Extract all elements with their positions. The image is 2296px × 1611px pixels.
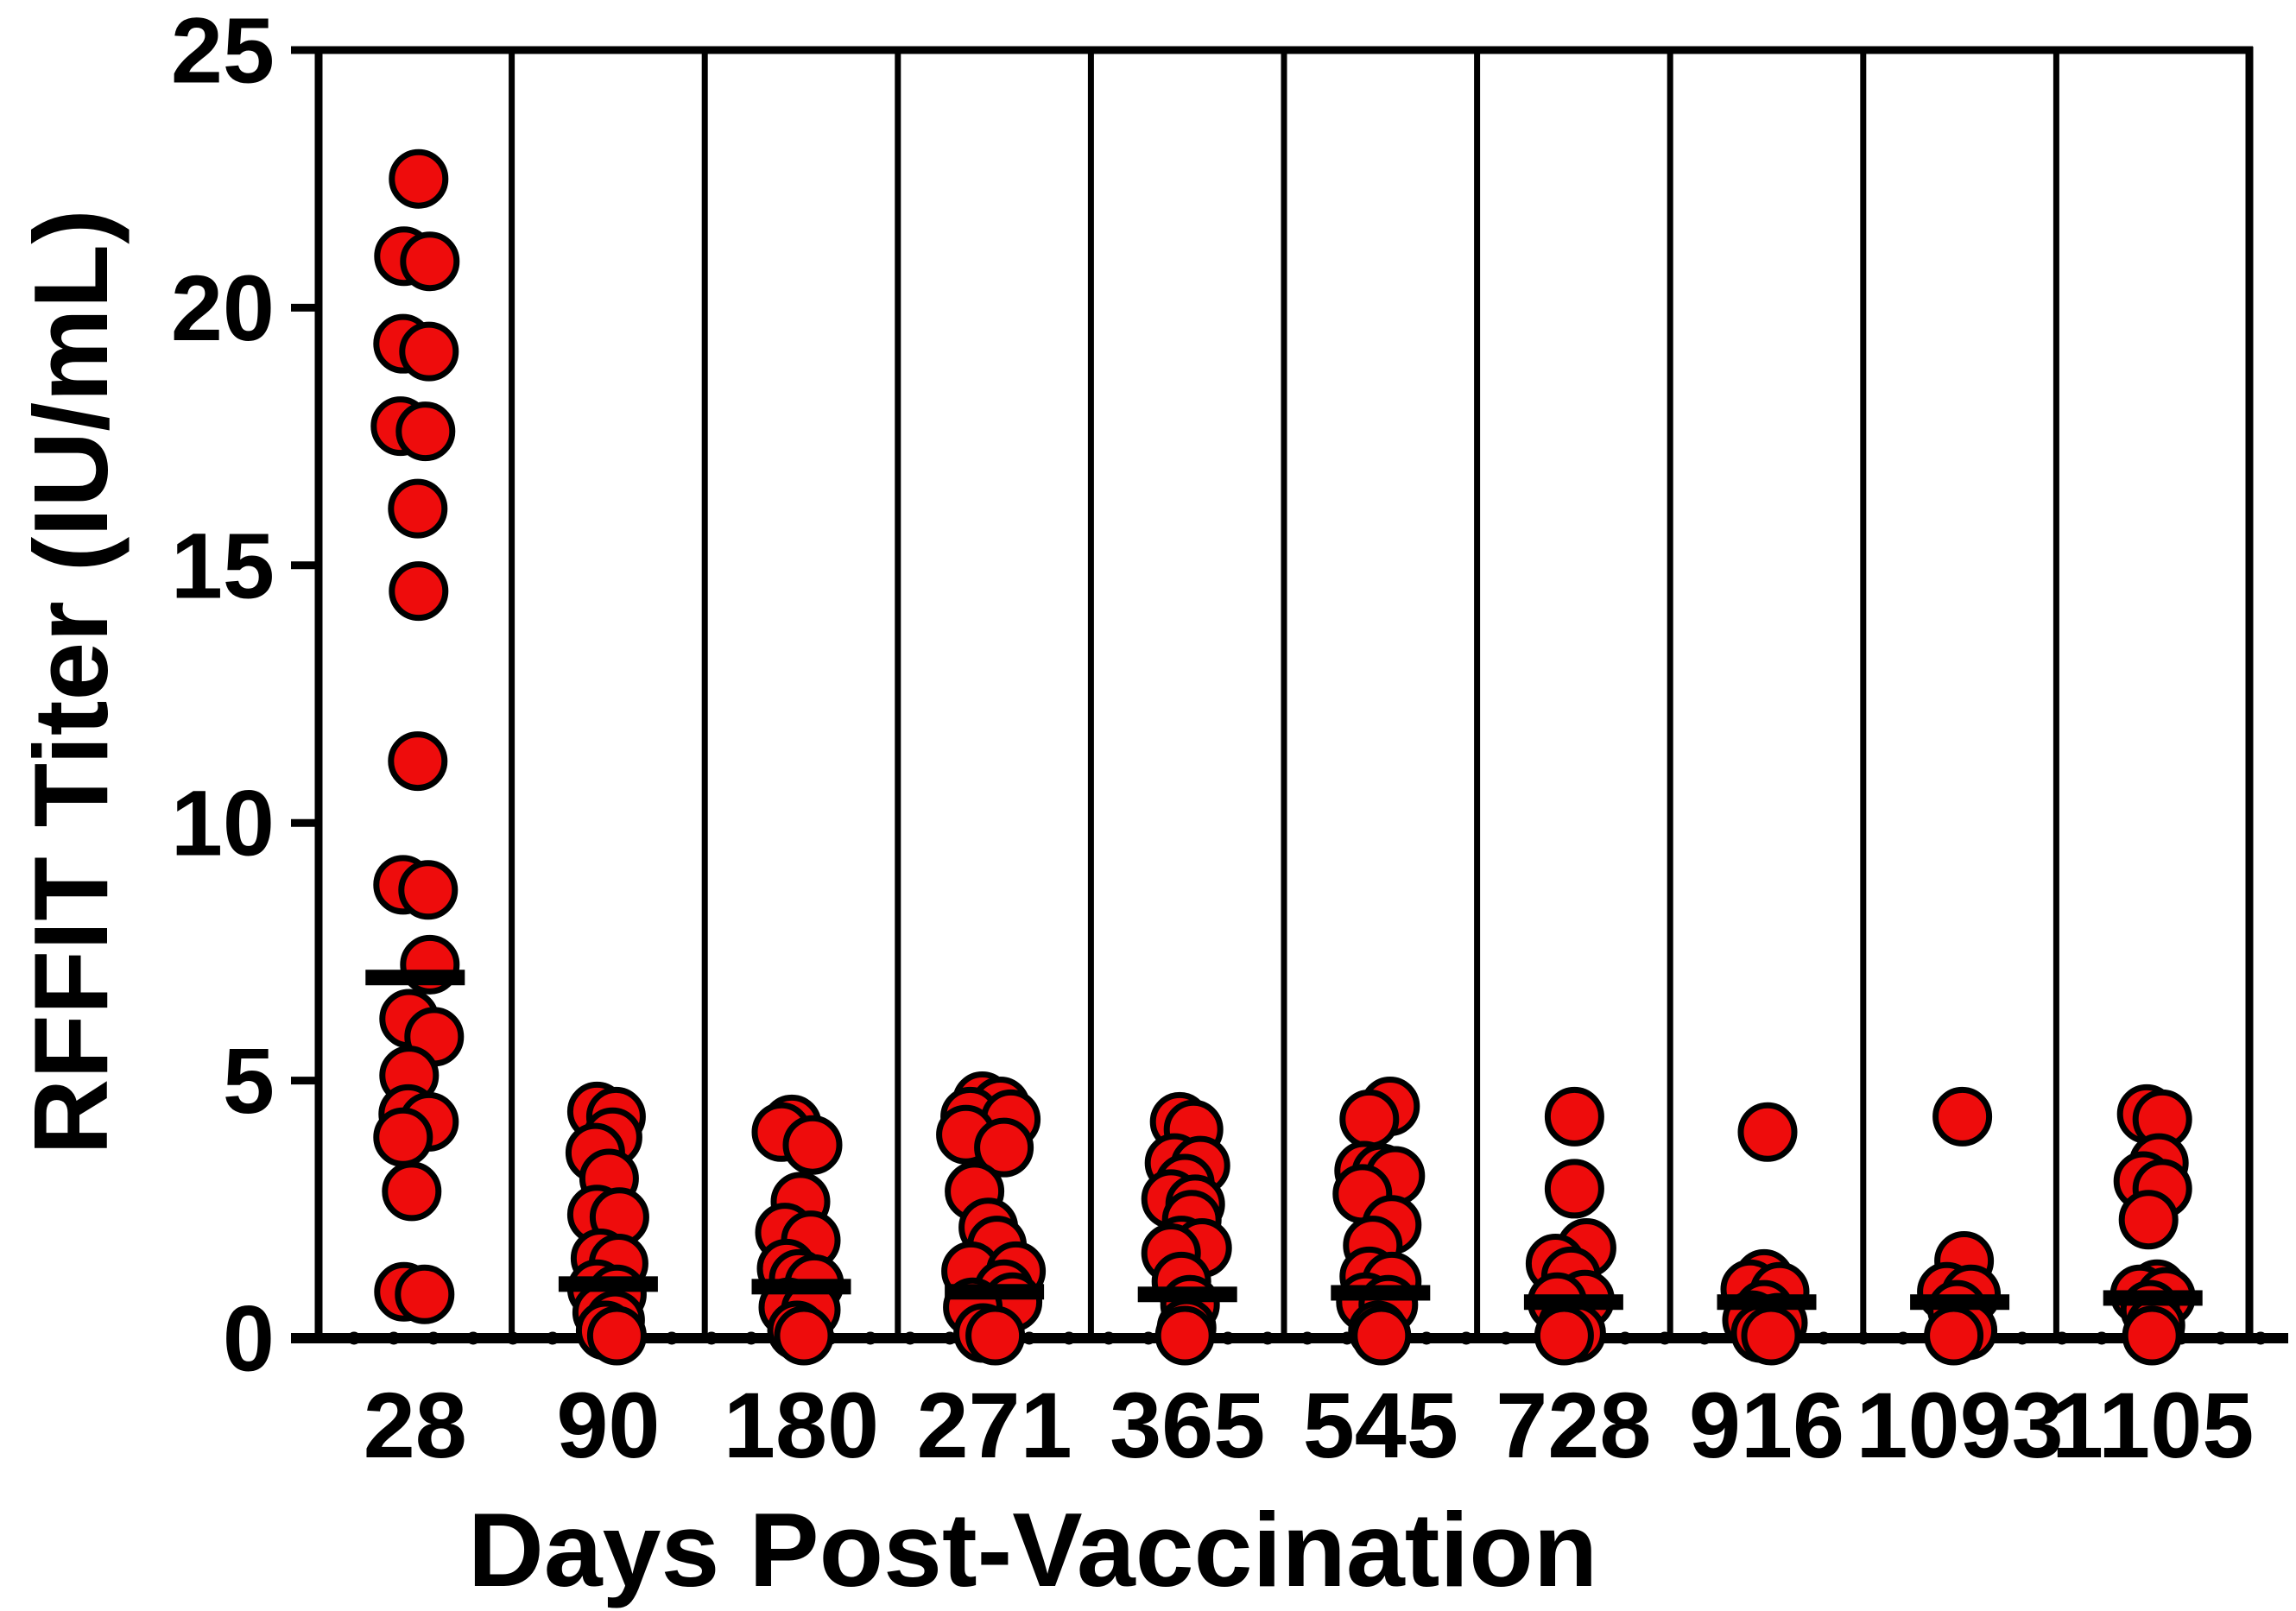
- zero-dotted-line-dot: [665, 1331, 679, 1345]
- y-tick-label: 5: [223, 1028, 275, 1133]
- median-bar: [1910, 1294, 2010, 1311]
- data-point: [2118, 1190, 2179, 1250]
- x-tick-label: 1093: [1856, 1373, 2063, 1477]
- zero-dotted-line-dot: [1142, 1331, 1155, 1345]
- data-point: [395, 401, 456, 462]
- median-bar: [1717, 1294, 1817, 1311]
- zero-dotted-line-dot: [1896, 1331, 1910, 1345]
- zero-dotted-line-dot: [1022, 1331, 1036, 1345]
- zero-dotted-line-dot: [1102, 1331, 1116, 1345]
- data-point: [1534, 1305, 1594, 1366]
- data-point: [1924, 1305, 1984, 1366]
- data-point: [586, 1305, 647, 1366]
- y-tick-label: 25: [171, 0, 275, 103]
- data-point: [395, 1264, 455, 1324]
- data-point: [389, 561, 449, 622]
- median-bar: [945, 1284, 1045, 1300]
- median-bar: [1137, 1286, 1237, 1303]
- data-point: [1351, 1305, 1412, 1366]
- x-tick-label: 365: [1110, 1373, 1265, 1477]
- zero-dotted-line-dot: [744, 1331, 758, 1345]
- y-tick-label: 10: [171, 771, 275, 875]
- data-point: [382, 1161, 442, 1222]
- zero-dotted-line-dot: [1499, 1331, 1513, 1345]
- x-axis-title: Days Post-Vaccination: [467, 1491, 1598, 1608]
- zero-dotted-line-dot: [1420, 1331, 1433, 1345]
- x-tick-label: 545: [1303, 1373, 1458, 1477]
- zero-dotted-line-dot: [1261, 1331, 1275, 1345]
- zero-dotted-line-dot: [1062, 1331, 1076, 1345]
- zero-dotted-line-dot: [387, 1331, 401, 1345]
- zero-dotted-line-dot: [705, 1331, 718, 1345]
- x-tick-label: 28: [364, 1373, 467, 1477]
- data-point: [974, 1117, 1034, 1178]
- median-bar: [1523, 1294, 1623, 1311]
- x-tick-label: 728: [1496, 1373, 1651, 1477]
- zero-dotted-line-dot: [1459, 1331, 1473, 1345]
- data-point: [1154, 1305, 1215, 1366]
- zero-dotted-line-dot: [1221, 1331, 1235, 1345]
- zero-dotted-line-dot: [2015, 1331, 2029, 1345]
- zero-dotted-line-dot: [1300, 1331, 1314, 1345]
- zero-dotted-line-dot: [347, 1331, 361, 1345]
- zero-dotted-line-dot: [2095, 1331, 2109, 1345]
- data-point: [1339, 1089, 1400, 1149]
- data-point: [782, 1115, 843, 1175]
- zero-dotted-line-dot: [466, 1331, 480, 1345]
- data-point: [2122, 1305, 2182, 1366]
- y-tick-label: 15: [171, 513, 275, 617]
- y-axis-title: RFFIT Titer (IU/mL): [12, 209, 130, 1155]
- x-tick-label: 271: [916, 1373, 1072, 1477]
- zero-dotted-line-dot: [427, 1331, 440, 1345]
- data-point: [400, 231, 460, 292]
- y-tick-label: 0: [223, 1286, 275, 1391]
- median-bar: [558, 1276, 658, 1292]
- x-tick-label: 1105: [2052, 1373, 2254, 1477]
- data-point: [399, 321, 459, 382]
- data-point: [1737, 1102, 1798, 1162]
- data-point: [1741, 1305, 1801, 1366]
- data-point: [388, 478, 448, 539]
- zero-dotted-line-dot: [1817, 1331, 1831, 1345]
- data-point: [1544, 1159, 1604, 1219]
- data-point: [388, 731, 448, 792]
- data-point: [373, 1107, 433, 1167]
- data-point: [398, 860, 459, 920]
- zero-dotted-line-dot: [546, 1331, 560, 1345]
- zero-dotted-line-dot: [2254, 1331, 2268, 1345]
- x-tick-label: 180: [724, 1373, 879, 1477]
- x-tick-label: 916: [1689, 1373, 1844, 1477]
- zero-dotted-line-dot: [2214, 1331, 2228, 1345]
- data-point: [1544, 1086, 1604, 1147]
- y-tick-label: 20: [171, 256, 275, 360]
- data-point: [774, 1305, 834, 1366]
- zero-dotted-line-dot: [1618, 1331, 1632, 1345]
- zero-dotted-line-dot: [943, 1331, 957, 1345]
- median-bar: [2103, 1290, 2203, 1306]
- x-tick-label: 90: [556, 1373, 660, 1477]
- median-bar: [365, 970, 465, 986]
- data-point: [965, 1305, 1026, 1366]
- median-bar: [751, 1279, 851, 1295]
- data-point: [1932, 1086, 1993, 1147]
- data-point: [389, 148, 449, 209]
- zero-dotted-line-dot: [903, 1331, 917, 1345]
- zero-dotted-line-dot: [863, 1331, 877, 1345]
- median-bar: [1331, 1285, 1431, 1301]
- zero-dotted-line-dot: [1698, 1331, 1711, 1345]
